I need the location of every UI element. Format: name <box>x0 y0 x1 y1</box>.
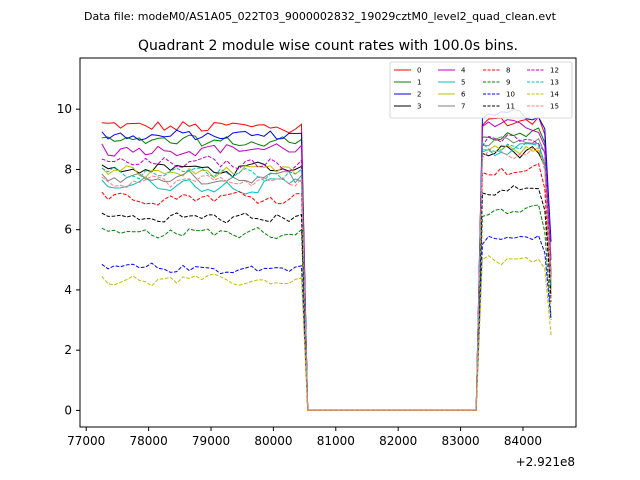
figure-suptitle: Data file: modeM0/AS1A05_022T03_90000028… <box>84 10 557 23</box>
legend-label-8: 8 <box>506 67 510 75</box>
y-axis: 0 2 4 6 8 10 <box>57 102 80 417</box>
x-tick-label: 81000 <box>317 434 355 448</box>
legend-label-11: 11 <box>506 103 515 111</box>
x-tick-label: 79000 <box>192 434 230 448</box>
x-tick-label: 83000 <box>441 434 479 448</box>
series-line-11 <box>101 185 552 411</box>
legend-box <box>389 61 573 119</box>
legend-label-7: 7 <box>461 103 465 111</box>
legend-label-2: 2 <box>417 91 421 99</box>
chart-title: Quadrant 2 module wise count rates with … <box>138 38 518 54</box>
x-axis: 77000 78000 79000 80000 81000 82000 83000 84000 <box>67 427 542 448</box>
y-tick-label: 6 <box>64 223 72 237</box>
legend-label-0: 0 <box>417 67 421 75</box>
axes-frame <box>79 57 577 428</box>
x-tick-label: 80000 <box>254 434 292 448</box>
legend-label-13: 13 <box>550 79 559 87</box>
legend-label-12: 12 <box>550 67 559 75</box>
legend-label-10: 10 <box>506 91 515 99</box>
x-tick-label: 82000 <box>379 434 417 448</box>
plot-lines <box>101 109 552 411</box>
legend-label-1: 1 <box>417 79 421 87</box>
legend-label-9: 9 <box>506 79 510 87</box>
legend-label-3: 3 <box>417 103 421 111</box>
x-tick-label: 84000 <box>504 434 542 448</box>
x-offset-label: +2.921e8 <box>516 455 575 469</box>
series-line-15 <box>101 147 552 411</box>
x-tick-label: 77000 <box>67 434 105 448</box>
legend-label-14: 14 <box>550 91 559 99</box>
y-tick-label: 10 <box>57 102 72 116</box>
legend-label-6: 6 <box>461 91 466 99</box>
y-tick-label: 8 <box>64 162 72 176</box>
y-tick-label: 2 <box>64 343 72 357</box>
legend-label-4: 4 <box>461 67 466 75</box>
legend-label-15: 15 <box>550 103 559 111</box>
legend-label-5: 5 <box>461 79 465 87</box>
y-tick-label: 0 <box>64 403 72 417</box>
x-tick-label: 78000 <box>130 434 168 448</box>
y-tick-label: 4 <box>64 283 72 297</box>
